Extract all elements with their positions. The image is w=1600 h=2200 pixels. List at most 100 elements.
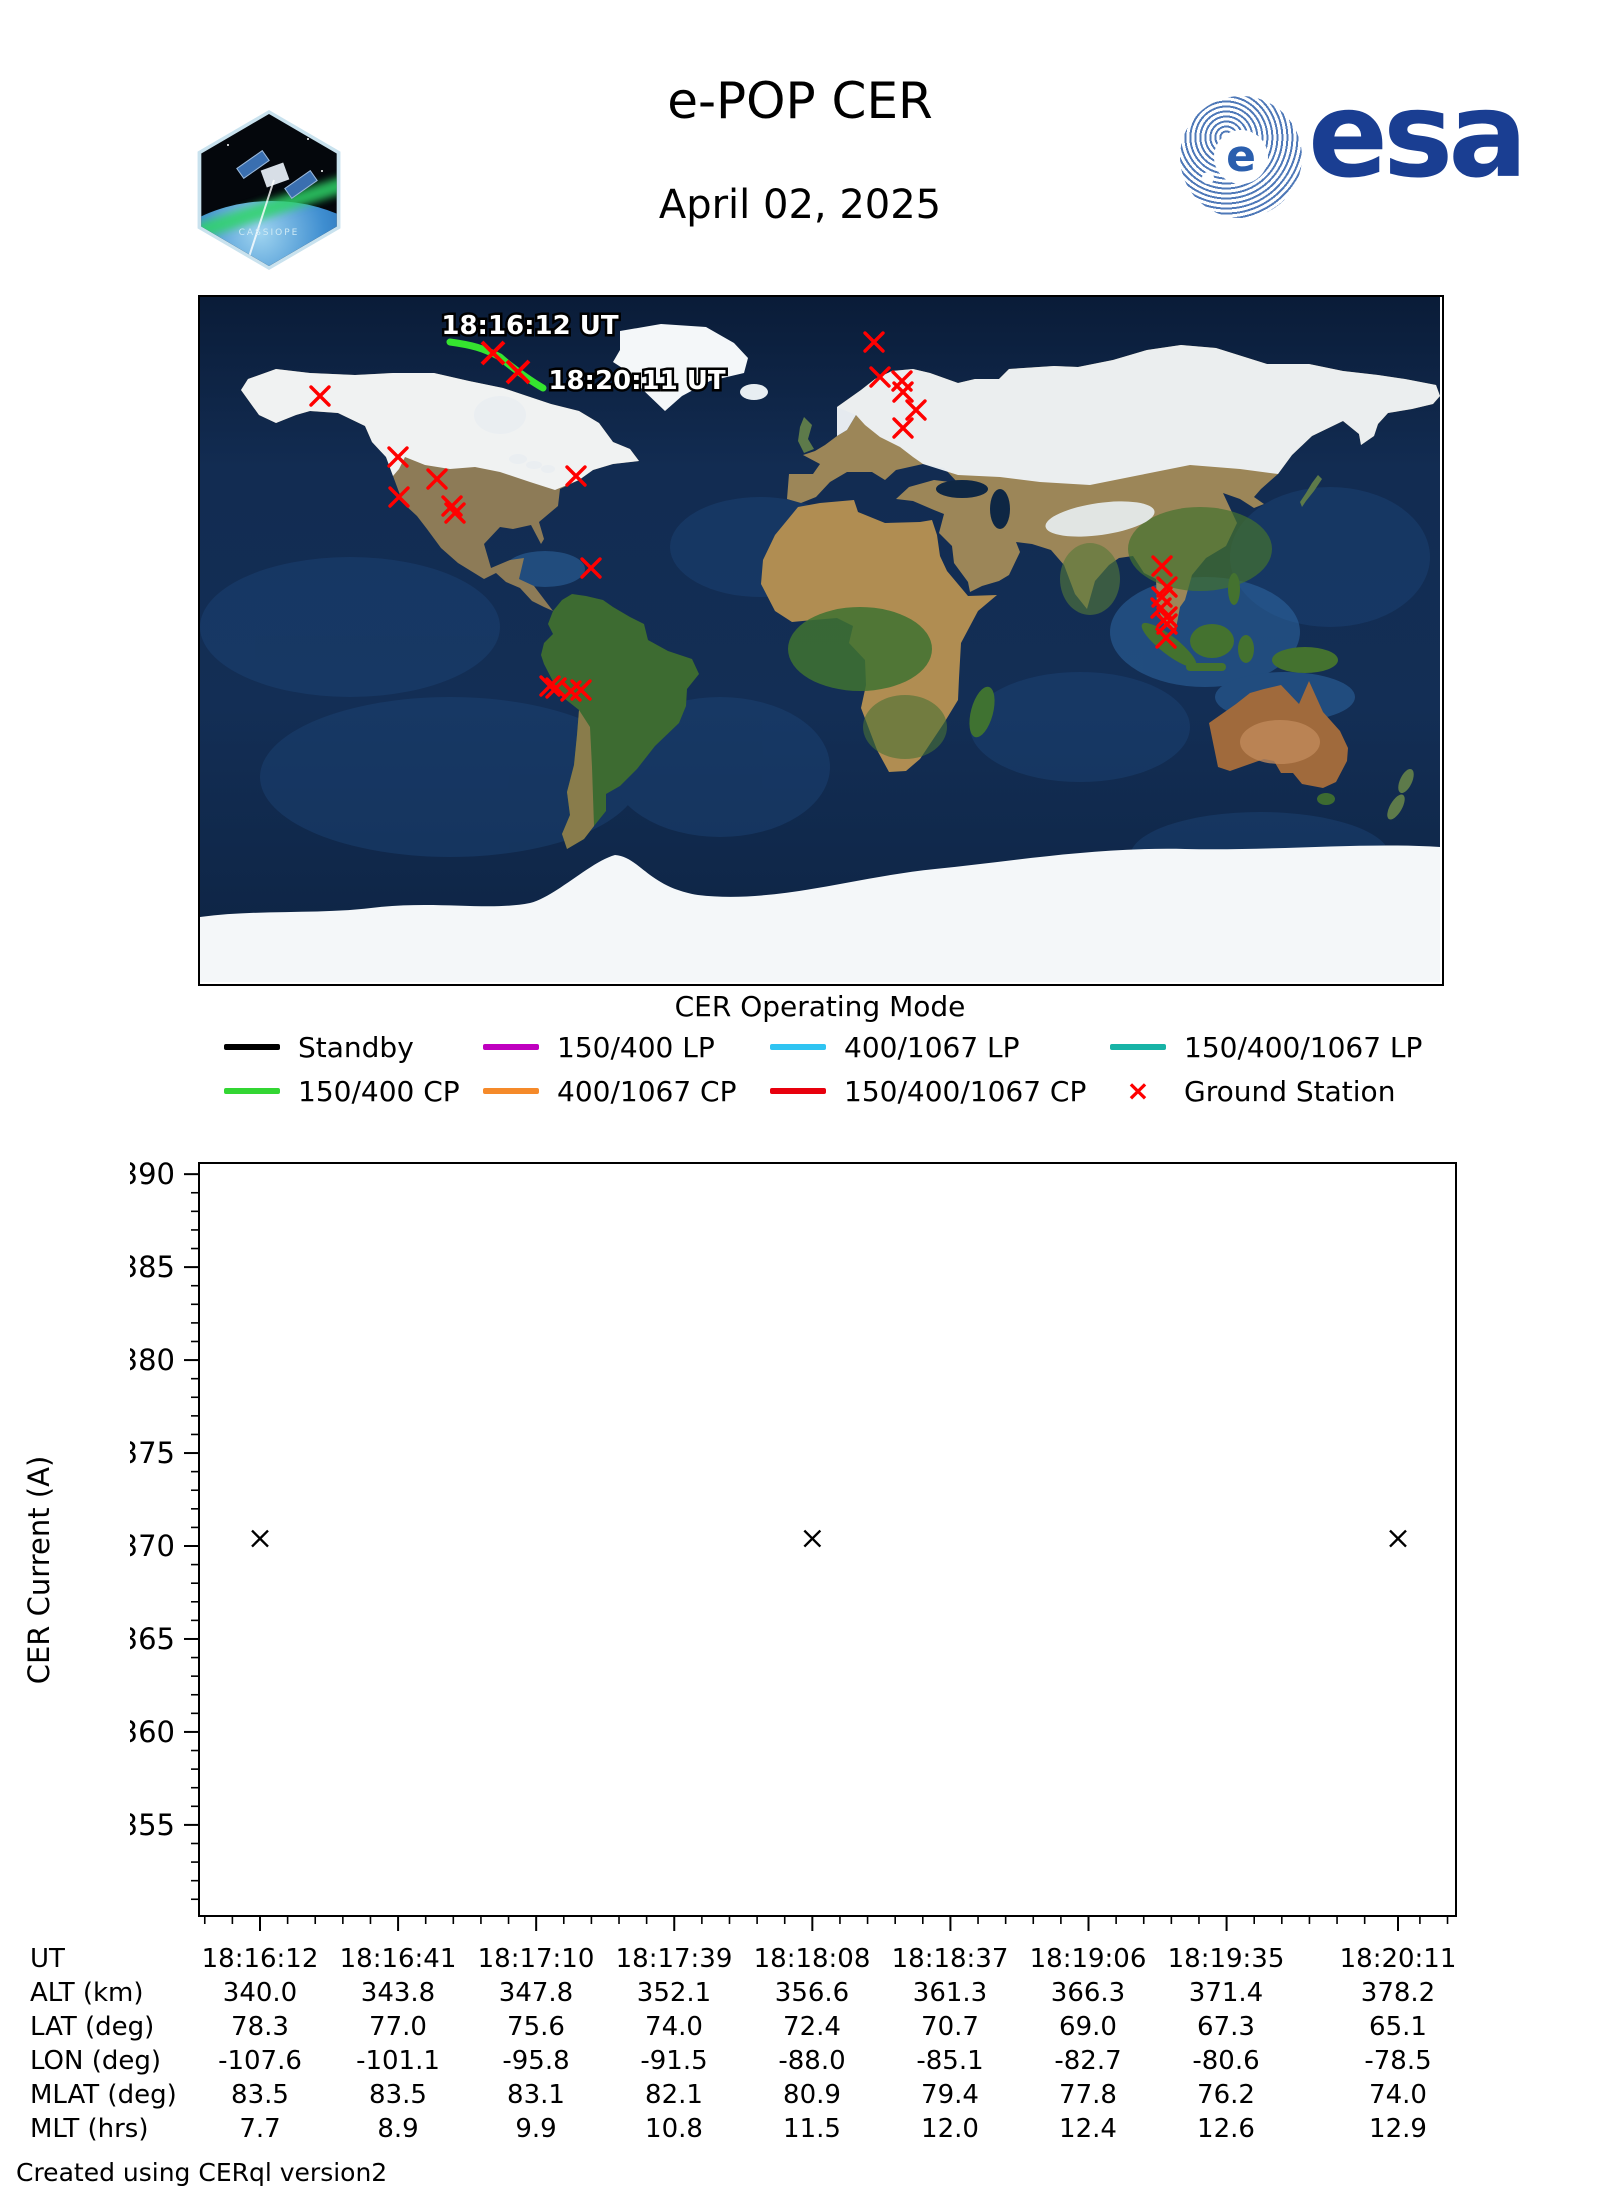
footer-credit: Created using CERql version2 <box>16 2158 388 2187</box>
snow-siberia <box>837 345 1440 485</box>
table-cell: 366.3 <box>1050 1978 1126 2008</box>
ground-station-marker <box>905 399 927 421</box>
table-cell: 10.8 <box>645 2114 703 2144</box>
track-end-time-label: 18:20:11 UT <box>548 366 726 396</box>
legend-x-marker-icon: × <box>1126 1074 1150 1107</box>
africa-savanna <box>863 695 947 759</box>
legend-entry: × Ground Station <box>1110 1070 1395 1112</box>
legend-line-swatch <box>483 1044 539 1050</box>
ground-station-marker <box>892 417 914 439</box>
table-cell: 9.9 <box>515 2114 557 2144</box>
legend-entry: 400/1067 CP <box>483 1070 736 1112</box>
legend-entry-label: 150/400 LP <box>557 1030 715 1064</box>
ground-station-marker <box>539 675 561 697</box>
australia-outback <box>1240 720 1320 764</box>
legend-entry-label: Standby <box>298 1030 414 1064</box>
table-cell: 83.5 <box>369 2080 427 2110</box>
table-cell: -85.1 <box>916 2046 984 2076</box>
y-tick-label: 0.385 <box>130 1250 175 1284</box>
ground-station-marker <box>388 486 410 508</box>
table-cell: 78.3 <box>231 2012 289 2042</box>
table-cell: 77.0 <box>369 2012 427 2042</box>
table-row-label: LON (deg) <box>30 2046 162 2076</box>
star-dot <box>307 138 309 140</box>
y-tick-label: 0.365 <box>130 1622 175 1656</box>
ground-station-marker <box>570 679 592 701</box>
ground-stations-layer <box>309 331 1178 702</box>
page-title: e-POP CER <box>667 72 933 130</box>
table-cell: -80.6 <box>1192 2046 1260 2076</box>
legend-entry-label: 150/400/1067 CP <box>844 1074 1087 1108</box>
caspian-sea <box>990 489 1010 529</box>
table-cell: 378.2 <box>1360 1978 1436 2008</box>
table-cell: 80.9 <box>783 2080 841 2110</box>
snow-tibet <box>1045 501 1155 537</box>
table-row-label: UT <box>30 1944 65 1974</box>
legend-entry: 150/400 CP <box>224 1070 460 1112</box>
continent-antarctica <box>200 845 1440 982</box>
y-tick-label: 0.360 <box>130 1715 175 1749</box>
plot-frame <box>198 1162 1457 1917</box>
legend-entry-label: 150/400 CP <box>298 1074 460 1108</box>
ground-station-marker <box>309 385 331 407</box>
table-cell: 18:20:11 <box>1339 1944 1457 1974</box>
track-station-pass-marker <box>505 359 531 385</box>
legend-title: CER Operating Mode <box>674 990 966 1023</box>
table-cell: 352.1 <box>636 1978 712 2008</box>
y-tick-label: 0.390 <box>130 1157 175 1191</box>
track-station-pass-marker <box>480 340 506 366</box>
legend-entry-label: 150/400/1067 LP <box>1184 1030 1423 1064</box>
satellite-ground-track <box>446 338 547 392</box>
table-cell: 79.4 <box>921 2080 979 2110</box>
table-cell: 18:17:10 <box>477 1944 595 1974</box>
legend-line-swatch <box>770 1044 826 1050</box>
united-kingdom <box>798 417 814 453</box>
esa-globe-e: e <box>1214 130 1268 184</box>
table-cell: 7.7 <box>239 2114 281 2144</box>
black-sea <box>936 480 988 498</box>
table-cell: 356.6 <box>774 1978 850 2008</box>
table-cell: 72.4 <box>783 2012 841 2042</box>
legend-entry-label: Ground Station <box>1184 1074 1396 1108</box>
patch-artwork: CASSIOPE <box>201 114 337 266</box>
legend-entry-label: 400/1067 LP <box>844 1030 1020 1064</box>
andes-patagonia <box>562 710 594 849</box>
legend-entry: Standby <box>224 1026 414 1068</box>
table-cell: 67.3 <box>1197 2012 1255 2042</box>
table-cell: 12.6 <box>1197 2114 1255 2144</box>
table-cell: -101.1 <box>356 2046 440 2076</box>
ground-station-marker <box>1156 606 1178 628</box>
table-cell: -78.5 <box>1364 2046 1432 2076</box>
legend-line-swatch <box>770 1088 826 1094</box>
ground-station-marker <box>1151 555 1173 577</box>
y-tick-label: 0.380 <box>130 1343 175 1377</box>
table-cell: -95.8 <box>502 2046 570 2076</box>
table-cell: 83.1 <box>507 2080 565 2110</box>
table-cell: 74.0 <box>1369 2080 1427 2110</box>
table-cell: 11.5 <box>783 2114 841 2144</box>
legend-line-swatch <box>224 1044 280 1050</box>
legend-line-swatch <box>483 1088 539 1094</box>
table-cell: 18:16:12 <box>201 1944 319 1974</box>
table-cell: 12.0 <box>921 2114 979 2144</box>
legend-entry: 150/400 LP <box>483 1026 715 1068</box>
table-cell: 18:17:39 <box>615 1944 733 1974</box>
ground-station-marker <box>444 502 466 524</box>
table-cell: 18:19:06 <box>1029 1944 1147 1974</box>
table-cell: 18:18:08 <box>753 1944 871 1974</box>
esa-globe-dot <box>1202 172 1214 184</box>
cer-current-data-point <box>1389 1529 1407 1548</box>
maritime-southeast-asia <box>1141 573 1338 673</box>
star-dot <box>227 144 229 146</box>
iceland <box>740 384 768 400</box>
table-cell: -91.5 <box>640 2046 708 2076</box>
table-cell: 18:18:37 <box>891 1944 1009 1974</box>
africa-rainforest <box>788 607 932 691</box>
table-cell: -88.0 <box>778 2046 846 2076</box>
y-tick-label: 0.355 <box>130 1808 175 1842</box>
cer-mode-legend: Standby 150/400 LP 400/1067 LP 150/400/1067… <box>205 1026 1465 1118</box>
table-cell: 343.8 <box>360 1978 436 2008</box>
cer-current-chart: 0.355 0.360 0.365 0.370 0.375 0.380 0.385 0.390 <box>130 1157 1457 1931</box>
star-dot <box>321 170 323 172</box>
table-cell: 74.0 <box>645 2012 703 2042</box>
